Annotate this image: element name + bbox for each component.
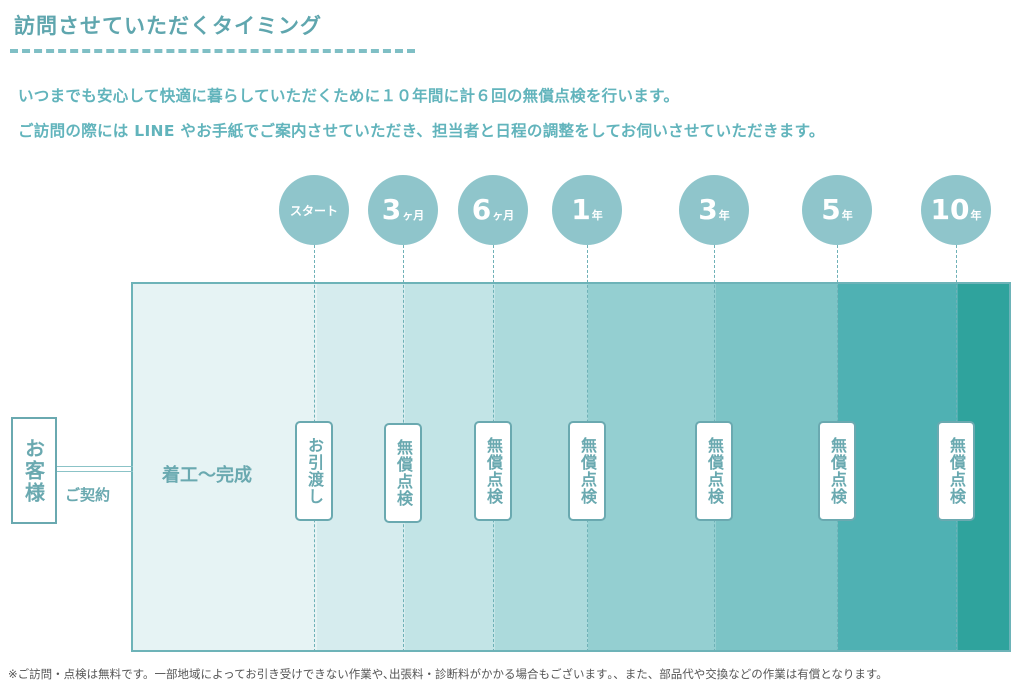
milestone-number: 10 bbox=[930, 193, 970, 226]
milestone-unit: 年 bbox=[591, 209, 603, 222]
milestone-start-text: スタート bbox=[289, 203, 338, 218]
intro-line-2: ご訪問の際には LINE やお手紙でご案内させていただき、担当者と日程の調整をし… bbox=[18, 122, 825, 140]
page-title: 訪問させていただくタイミング bbox=[14, 14, 322, 38]
footnote: ※ご訪問・点検は無料です。一部地域によってお引き受けできない作業や､出張料・診断… bbox=[8, 667, 888, 681]
milestone-label-inspection: 無償点検 bbox=[384, 423, 422, 523]
construction-label: 着工～完成 bbox=[162, 465, 252, 486]
milestone-label-inspection: 無償点検 bbox=[818, 421, 856, 521]
milestone-number: 3 bbox=[381, 193, 402, 226]
contract-label: ご契約 bbox=[65, 486, 111, 504]
intro-line-1: いつまでも安心して快適に暮らしていただくために１０年間に計６回の無償点検を行いま… bbox=[18, 87, 680, 105]
milestone-label-inspection: 無償点検 bbox=[474, 421, 512, 521]
milestone-number: 6 bbox=[471, 193, 492, 226]
band-construction bbox=[133, 284, 317, 650]
milestone-label-inspection: 無償点検 bbox=[695, 421, 733, 521]
contract-connector bbox=[57, 466, 133, 472]
milestone-circle-6-months: 6 ヶ月 bbox=[458, 175, 528, 245]
milestone-circle-start: スタート bbox=[279, 175, 349, 245]
milestone-circle-3-months: 3 ヶ月 bbox=[368, 175, 438, 245]
band-3-years bbox=[716, 284, 838, 650]
milestone-unit: 年 bbox=[970, 209, 982, 222]
milestone-label-inspection: 無償点検 bbox=[937, 421, 975, 521]
milestone-unit: 年 bbox=[841, 209, 853, 222]
title-underline bbox=[10, 49, 415, 53]
milestone-number: 5 bbox=[821, 193, 841, 226]
milestone-label-handover: お引渡し bbox=[295, 421, 333, 521]
milestone-unit: 年 bbox=[718, 209, 730, 222]
milestone-unit: ヶ月 bbox=[402, 209, 425, 222]
milestone-circle-10-years: 10 年 bbox=[921, 175, 991, 245]
milestone-label-inspection: 無償点検 bbox=[568, 421, 606, 521]
customer-box: お客様 bbox=[11, 417, 57, 524]
milestone-unit: ヶ月 bbox=[492, 209, 515, 222]
milestone-number: 1 bbox=[571, 193, 591, 226]
band-1-year bbox=[588, 284, 716, 650]
milestone-number: 3 bbox=[698, 193, 718, 226]
